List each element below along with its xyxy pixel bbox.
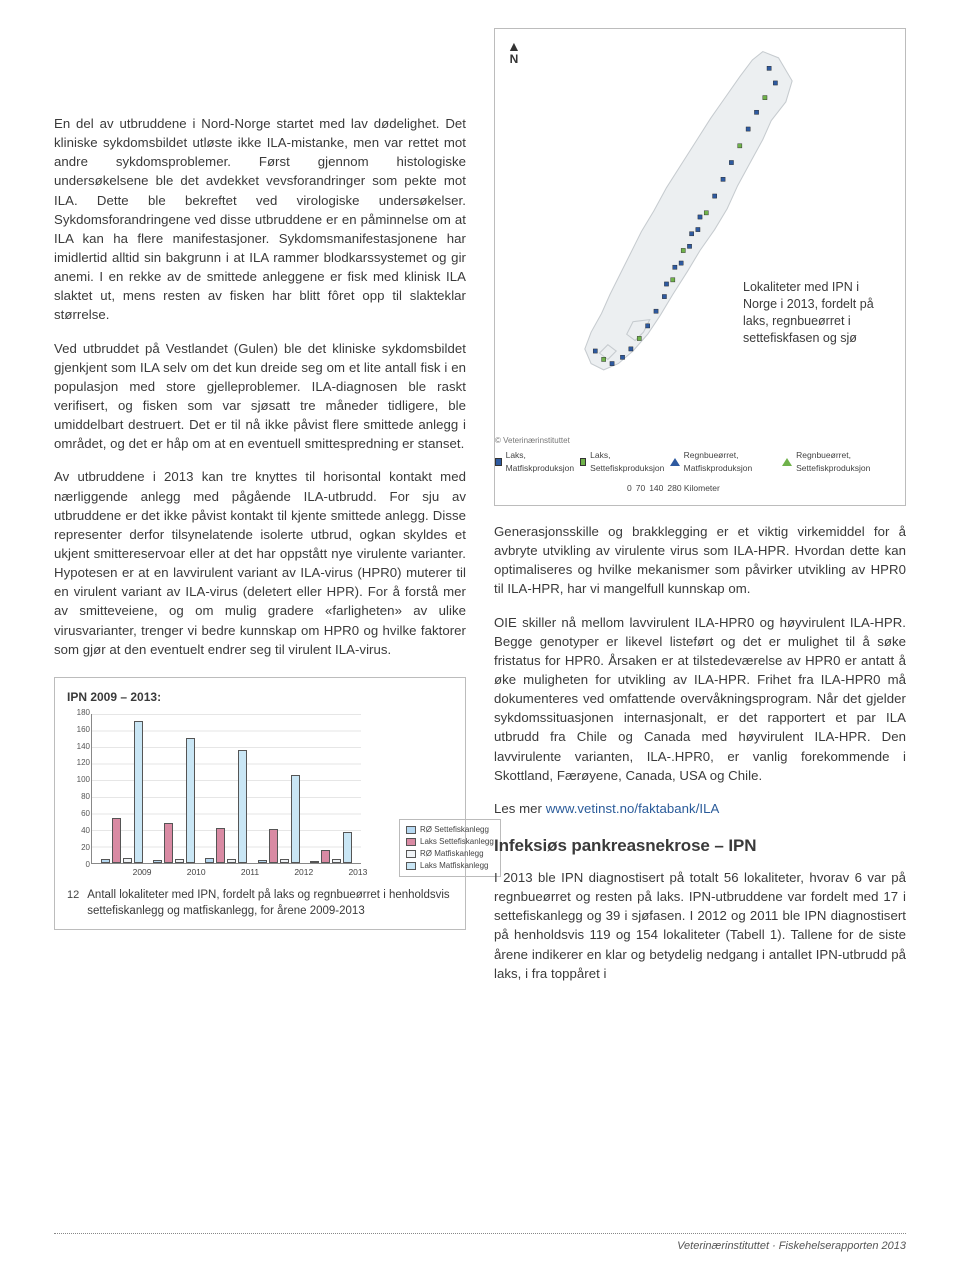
body-paragraph: Av utbruddene i 2013 kan tre knyttes til…	[54, 467, 466, 658]
page-number: 12	[67, 887, 79, 919]
map-caption: Lokaliteter med IPN i Norge i 2013, ford…	[743, 279, 893, 347]
section-heading: Infeksiøs pankreasnekrose – IPN	[494, 836, 906, 856]
read-more: Les mer www.vetinst.no/faktabank/ILA	[494, 799, 906, 818]
chart-plot: 020406080100120140160180	[91, 714, 361, 864]
page-footer: Veterinærinstituttet · Fiskehelserapport…	[54, 1233, 906, 1252]
body-paragraph: I 2013 ble IPN diagnostisert på totalt 5…	[494, 868, 906, 983]
body-paragraph: En del av utbruddene i Nord-Norge starte…	[54, 114, 466, 325]
map-legend: © Veterinærinstituttet Laks, Matfiskprod…	[495, 435, 895, 495]
chart-caption: 12 Antall lokaliteter med IPN, fordelt p…	[67, 887, 453, 919]
body-paragraph: Generasjonsskille og brakklegging er et …	[494, 522, 906, 599]
body-paragraph: OIE skiller nå mellom lavvirulent ILA-HP…	[494, 613, 906, 785]
faktabank-link[interactable]: www.vetinst.no/faktabank/ILA	[546, 801, 720, 816]
ipn-chart: IPN 2009 – 2013: 02040608010012014016018…	[54, 677, 466, 930]
body-paragraph: Ved utbruddet på Vestlandet (Gulen) ble …	[54, 339, 466, 454]
chart-legend: RØ SettefiskanleggLaks SettefiskanleggRØ…	[399, 819, 501, 877]
map-figure: ▲ N Lokaliteter med IPN i Norge i 2013, …	[494, 28, 906, 506]
chart-title: IPN 2009 – 2013:	[67, 690, 453, 704]
